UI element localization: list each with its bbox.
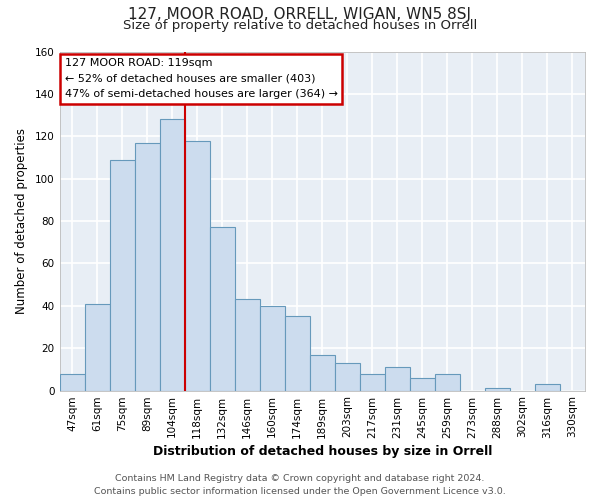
Bar	[335, 363, 360, 390]
X-axis label: Distribution of detached houses by size in Orrell: Distribution of detached houses by size …	[152, 444, 492, 458]
Bar	[410, 378, 435, 390]
Bar	[360, 374, 385, 390]
Bar	[209, 228, 235, 390]
Bar	[235, 300, 260, 390]
Text: 127 MOOR ROAD: 119sqm
← 52% of detached houses are smaller (403)
47% of semi-det: 127 MOOR ROAD: 119sqm ← 52% of detached …	[65, 58, 338, 100]
Bar	[435, 374, 460, 390]
Bar	[85, 304, 110, 390]
Text: 127, MOOR ROAD, ORRELL, WIGAN, WN5 8SJ: 127, MOOR ROAD, ORRELL, WIGAN, WN5 8SJ	[128, 8, 472, 22]
Bar	[285, 316, 310, 390]
Bar	[310, 354, 335, 390]
Bar	[535, 384, 560, 390]
Text: Size of property relative to detached houses in Orrell: Size of property relative to detached ho…	[123, 18, 477, 32]
Bar	[134, 142, 160, 390]
Text: Contains HM Land Registry data © Crown copyright and database right 2024.
Contai: Contains HM Land Registry data © Crown c…	[94, 474, 506, 496]
Bar	[59, 374, 85, 390]
Bar	[110, 160, 134, 390]
Bar	[385, 368, 410, 390]
Bar	[485, 388, 510, 390]
Y-axis label: Number of detached properties: Number of detached properties	[15, 128, 28, 314]
Bar	[185, 140, 209, 390]
Bar	[260, 306, 285, 390]
Bar	[160, 120, 185, 390]
